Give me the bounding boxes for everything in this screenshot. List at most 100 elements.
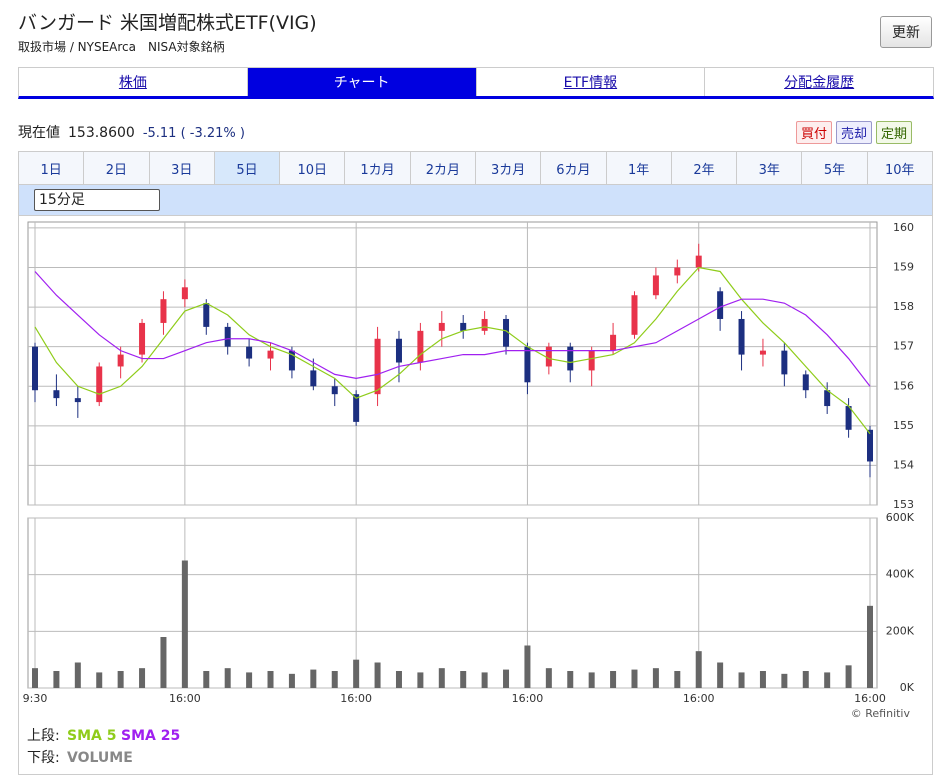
- quote: 現在値 153.8600 -5.11 ( -3.21% ): [18, 122, 245, 142]
- period-tab[interactable]: 1日: [19, 152, 85, 184]
- volume-bar: [567, 671, 574, 688]
- candle-body: [567, 346, 574, 371]
- volume-bar: [181, 560, 188, 688]
- candle-body: [867, 429, 873, 462]
- volume-bar: [353, 659, 360, 688]
- y-tick-label: 157: [893, 340, 914, 353]
- candle-body: [96, 366, 103, 403]
- candle-body: [802, 374, 809, 391]
- credit: © Refinitiv: [851, 707, 911, 720]
- period-tab[interactable]: 6カ月: [541, 152, 607, 184]
- candle-body: [652, 275, 659, 296]
- candle-body: [588, 350, 595, 371]
- x-tick-label: 16:00: [512, 692, 544, 705]
- quote-label: 現在値: [18, 125, 60, 141]
- price-panel: [27, 221, 878, 506]
- candle-body: [481, 318, 488, 331]
- candle-body: [503, 318, 510, 347]
- sma-line: [34, 266, 871, 435]
- tab[interactable]: チャート: [247, 68, 477, 96]
- volume-bar: [610, 671, 617, 688]
- candle-body: [310, 370, 317, 387]
- candle-body: [203, 303, 210, 327]
- trade-buttons: 買付 売却 定期: [796, 121, 913, 144]
- candle-body: [32, 346, 38, 391]
- volume-bar: [267, 671, 274, 688]
- candle-body: [181, 287, 188, 300]
- candle-body: [759, 350, 766, 355]
- volume-bar: [395, 671, 402, 688]
- volume-bar: [160, 637, 167, 688]
- volume-bar: [53, 671, 60, 688]
- buy-button[interactable]: 買付: [796, 121, 833, 144]
- update-button[interactable]: 更新: [880, 16, 932, 48]
- price: 153.8600: [68, 125, 135, 141]
- volume-bar: [460, 671, 467, 688]
- candle-body: [781, 350, 788, 375]
- period-tab[interactable]: 10日: [280, 152, 346, 184]
- candle-body: [117, 354, 124, 367]
- volume-bar: [374, 662, 381, 688]
- period-tab[interactable]: 2カ月: [411, 152, 476, 184]
- volume-bar: [652, 668, 659, 688]
- tabs: 株価 チャート ETF情報 分配金履歴: [18, 67, 934, 99]
- period-tab[interactable]: 1カ月: [345, 152, 411, 184]
- volume-bar: [74, 662, 81, 688]
- volume-bar: [738, 672, 745, 688]
- interval-select[interactable]: 15分足: [34, 189, 160, 211]
- volume-bar: [503, 669, 510, 688]
- volume-bar: [32, 668, 38, 688]
- candle-body: [353, 394, 360, 422]
- period-tab[interactable]: 5年: [802, 152, 868, 184]
- x-tick-label: 16:00: [854, 692, 886, 705]
- y-tick-label: 600K: [886, 511, 915, 524]
- volume-bar: [802, 671, 809, 688]
- candle-body: [417, 330, 424, 363]
- candle-body: [438, 322, 445, 331]
- volume-bar: [417, 672, 424, 688]
- subtitle: 取扱市場 / NYSEArca NISA対象銘柄: [18, 40, 225, 54]
- volume-bar: [845, 665, 852, 688]
- period-tab[interactable]: 10年: [885, 162, 915, 178]
- candle-body: [524, 346, 531, 383]
- tab[interactable]: 分配金履歴: [784, 75, 855, 91]
- period-tab[interactable]: 5日: [214, 152, 281, 184]
- period-tab[interactable]: 2日: [84, 152, 150, 184]
- period-tab[interactable]: 3日: [150, 152, 215, 184]
- candle-body: [674, 267, 681, 276]
- tab[interactable]: ETF情報: [477, 68, 706, 96]
- volume-bar: [524, 645, 531, 688]
- period-tab[interactable]: 3カ月: [476, 152, 542, 184]
- volume-bar: [331, 671, 338, 688]
- recurring-button[interactable]: 定期: [876, 121, 913, 144]
- title: バンガード 米国増配株式ETF(VIG): [18, 12, 317, 34]
- candle-body: [717, 291, 724, 319]
- volume-bar: [246, 672, 253, 688]
- y-tick-label: 400K: [886, 568, 915, 581]
- interval-bar: 15分足: [18, 184, 933, 216]
- tab[interactable]: 株価: [19, 68, 248, 96]
- sell-button[interactable]: 売却: [836, 121, 873, 144]
- candle-body: [845, 406, 852, 430]
- x-tick-label: 9:30: [23, 692, 48, 705]
- candle-body: [267, 350, 274, 359]
- candle-body: [246, 346, 253, 359]
- legend-label: 上段:: [27, 728, 60, 744]
- x-tick-label: 16:00: [340, 692, 372, 705]
- legend-entry: SMA 5: [67, 728, 116, 744]
- period-tab[interactable]: 2年: [672, 152, 738, 184]
- period-tab[interactable]: 3年: [737, 152, 803, 184]
- candle-body: [74, 398, 81, 403]
- volume-bar: [96, 672, 103, 688]
- candle-body: [331, 386, 338, 395]
- volume-bar: [695, 651, 702, 688]
- y-tick-label: 156: [893, 379, 914, 392]
- y-tick-label: 159: [893, 261, 914, 274]
- period-tab[interactable]: 1年: [607, 152, 672, 184]
- change: -5.11 ( -3.21% ): [142, 126, 245, 141]
- y-tick-label: 155: [893, 419, 914, 432]
- x-tick-label: 16:00: [169, 692, 201, 705]
- sma-line: [34, 271, 871, 387]
- y-tick-label: 160: [893, 221, 914, 234]
